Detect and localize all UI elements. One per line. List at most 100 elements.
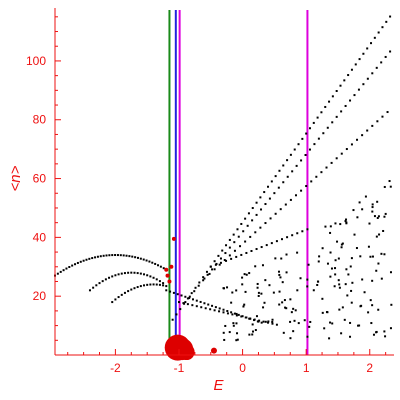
data-point — [256, 282, 259, 285]
data-point — [231, 291, 234, 294]
data-point — [390, 303, 393, 306]
data-point — [268, 284, 271, 287]
data-point — [85, 258, 88, 261]
data-point — [158, 283, 161, 286]
data-point — [375, 235, 378, 238]
data-point — [371, 255, 374, 258]
data-point — [308, 127, 311, 130]
data-point — [232, 324, 235, 327]
data-points — [54, 15, 393, 342]
data-point — [139, 257, 142, 260]
data-point — [376, 216, 379, 219]
data-point — [120, 293, 123, 296]
data-point — [380, 252, 383, 255]
data-point — [357, 324, 360, 327]
data-point — [190, 292, 193, 295]
data-point — [127, 271, 130, 274]
y-tick-label: 20 — [33, 289, 47, 303]
data-point — [111, 254, 114, 257]
data-point — [316, 116, 319, 119]
data-point — [222, 311, 225, 314]
data-point — [240, 315, 243, 318]
data-point — [376, 200, 379, 203]
data-point — [255, 315, 258, 318]
data-point — [95, 284, 98, 287]
data-point — [351, 281, 354, 284]
data-point — [326, 262, 329, 265]
data-point — [148, 260, 151, 263]
data-point — [353, 94, 356, 97]
data-point — [344, 220, 347, 223]
data-point — [378, 233, 381, 236]
data-point — [389, 50, 392, 53]
data-point — [244, 290, 247, 293]
data-point — [235, 339, 238, 342]
data-point — [232, 322, 235, 325]
data-point — [343, 79, 346, 82]
data-point — [291, 234, 294, 237]
y-tick-label: 60 — [33, 172, 47, 186]
data-point — [289, 298, 292, 301]
data-point — [323, 327, 326, 330]
highlight-point — [178, 344, 195, 361]
data-point — [193, 290, 196, 293]
data-point — [235, 314, 238, 317]
data-point — [251, 219, 254, 222]
data-point — [256, 286, 259, 289]
data-point — [371, 210, 374, 213]
data-point — [117, 273, 120, 276]
data-point — [222, 308, 225, 311]
data-point — [289, 337, 292, 340]
data-point — [207, 303, 210, 306]
data-point — [372, 333, 375, 336]
data-point — [146, 274, 149, 277]
data-point — [88, 257, 91, 260]
x-tick-label: 1 — [303, 361, 310, 375]
data-point — [331, 95, 334, 98]
data-point — [125, 254, 128, 257]
data-point — [293, 148, 296, 151]
data-point — [88, 289, 91, 292]
x-axis-label: E — [213, 377, 224, 394]
data-point — [344, 283, 347, 286]
data-point — [114, 254, 117, 257]
data-point — [268, 197, 271, 200]
data-point — [203, 302, 206, 305]
data-point — [139, 272, 142, 275]
data-point — [82, 259, 85, 262]
data-point — [285, 253, 288, 256]
y-axis-label: <n> — [7, 165, 24, 191]
data-point — [364, 195, 367, 198]
data-point — [68, 266, 71, 269]
data-point — [303, 319, 306, 322]
data-point — [224, 324, 227, 327]
data-point — [177, 301, 180, 304]
data-point — [194, 286, 197, 289]
data-point — [241, 315, 244, 318]
data-point — [383, 253, 386, 256]
data-point — [235, 322, 238, 325]
data-point — [219, 261, 222, 264]
data-point — [383, 330, 386, 333]
data-point — [56, 272, 59, 275]
data-point — [175, 313, 178, 316]
data-point — [340, 110, 343, 113]
data-point — [366, 129, 369, 132]
data-point — [235, 255, 238, 258]
data-point — [204, 307, 207, 310]
data-point — [305, 185, 308, 188]
data-point — [317, 137, 320, 140]
data-point — [350, 257, 353, 260]
data-point — [324, 225, 327, 228]
data-point — [380, 277, 383, 280]
data-point — [282, 164, 285, 167]
data-point — [251, 333, 254, 336]
data-point — [255, 201, 258, 204]
data-point — [248, 317, 251, 320]
data-point — [172, 291, 175, 294]
data-point — [254, 231, 257, 234]
highlight-point — [210, 347, 217, 354]
data-point — [306, 285, 309, 288]
data-point — [221, 249, 224, 252]
data-point — [105, 254, 108, 257]
